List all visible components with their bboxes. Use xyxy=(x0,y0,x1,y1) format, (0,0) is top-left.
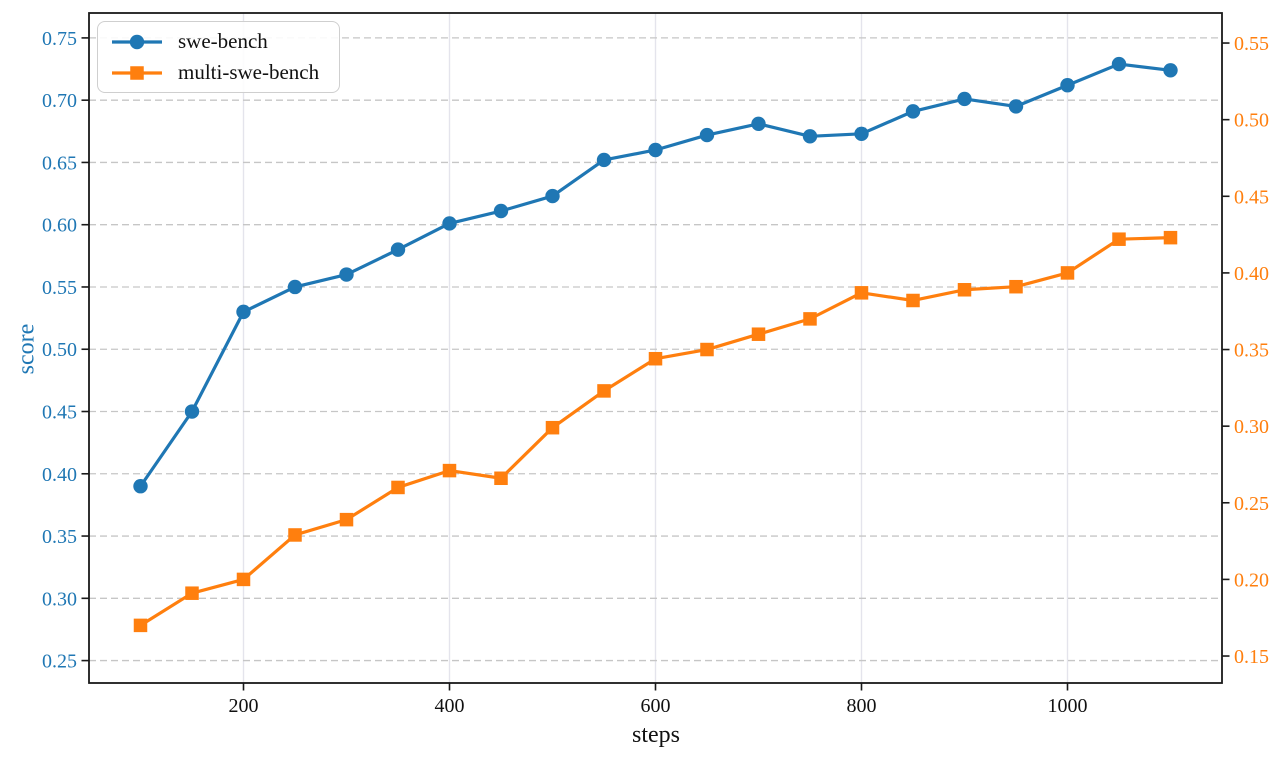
data-point-multi-swe-bench xyxy=(545,420,560,435)
data-point-swe-bench xyxy=(802,129,818,144)
data-point-multi-swe-bench xyxy=(442,463,457,478)
right-tick-label: 0.55 xyxy=(1234,33,1269,55)
data-point-swe-bench xyxy=(493,203,509,219)
left-tick-label: 0.65 xyxy=(42,152,77,174)
data-point-multi-swe-bench xyxy=(236,572,251,587)
data-point-swe-bench xyxy=(287,279,303,295)
data-point-swe-bench xyxy=(545,188,560,204)
x-tick-label: 400 xyxy=(435,695,465,717)
right-tick-label: 0.35 xyxy=(1234,340,1269,362)
data-point-swe-bench xyxy=(133,479,148,494)
x-axis-label: steps xyxy=(632,722,680,748)
legend-label: swe-bench xyxy=(178,29,268,53)
left-tick-label: 0.45 xyxy=(42,402,77,424)
data-point-swe-bench xyxy=(854,126,869,141)
data-point-multi-swe-bench xyxy=(906,293,920,308)
data-point-multi-swe-bench xyxy=(1163,230,1178,245)
data-point-multi-swe-bench xyxy=(751,327,766,341)
left-tick-label: 0.75 xyxy=(42,28,77,50)
right-tick-label: 0.45 xyxy=(1234,186,1269,208)
data-point-multi-swe-bench xyxy=(1009,279,1023,294)
data-point-swe-bench xyxy=(699,127,715,143)
left-tick-label: 0.40 xyxy=(42,464,77,486)
data-point-swe-bench xyxy=(236,304,251,320)
right-tick-label: 0.25 xyxy=(1234,493,1269,515)
legend-square xyxy=(130,65,144,80)
data-point-multi-swe-bench xyxy=(185,586,199,600)
left-tick-label: 0.30 xyxy=(42,588,77,610)
x-tick-label: 200 xyxy=(229,695,259,717)
data-point-swe-bench xyxy=(184,404,200,419)
data-point-swe-bench xyxy=(596,152,612,168)
data-point-swe-bench xyxy=(1163,63,1178,78)
data-point-multi-swe-bench xyxy=(339,512,354,527)
legend-circle xyxy=(129,34,145,49)
legend-item-swe-bench: swe-bench xyxy=(110,27,319,56)
circle-marker-icon xyxy=(112,34,162,49)
legend: swe-bench multi-swe-bench xyxy=(97,21,341,93)
data-point-multi-swe-bench xyxy=(803,312,817,326)
left-tick-label: 0.60 xyxy=(42,215,77,237)
data-point-multi-swe-bench xyxy=(1112,232,1126,246)
data-point-multi-swe-bench xyxy=(133,618,148,633)
data-point-multi-swe-bench xyxy=(854,286,869,300)
data-point-swe-bench xyxy=(390,242,406,257)
data-point-multi-swe-bench xyxy=(494,471,508,486)
right-tick-label: 0.30 xyxy=(1234,416,1269,438)
data-point-multi-swe-bench xyxy=(957,283,972,297)
left-tick-label: 0.70 xyxy=(42,90,77,112)
data-point-multi-swe-bench xyxy=(700,342,714,357)
data-point-swe-bench xyxy=(1111,56,1127,72)
square-marker-icon xyxy=(112,65,162,80)
right-tick-label: 0.20 xyxy=(1234,569,1269,591)
data-point-multi-swe-bench xyxy=(648,351,663,366)
x-tick-label: 1000 xyxy=(1048,695,1088,717)
data-point-swe-bench xyxy=(1008,99,1024,114)
data-point-swe-bench xyxy=(751,116,766,132)
x-tick-label: 600 xyxy=(641,695,671,717)
data-point-swe-bench xyxy=(957,91,972,107)
left-tick-label: 0.50 xyxy=(42,339,77,361)
right-tick-label: 0.40 xyxy=(1234,263,1269,285)
data-point-multi-swe-bench xyxy=(288,528,302,542)
data-point-swe-bench xyxy=(905,104,921,119)
data-point-multi-swe-bench xyxy=(597,384,611,398)
data-point-swe-bench xyxy=(648,142,663,158)
data-point-multi-swe-bench xyxy=(1060,266,1075,280)
x-tick-label: 800 xyxy=(847,695,877,717)
left-tick-label: 0.25 xyxy=(42,651,77,673)
legend-item-multi-swe-bench: multi-swe-bench xyxy=(110,58,319,87)
right-tick-label: 0.15 xyxy=(1234,646,1269,668)
data-point-swe-bench xyxy=(442,216,457,231)
left-tick-label: 0.35 xyxy=(42,526,77,548)
data-point-swe-bench xyxy=(1060,78,1075,93)
right-tick-label: 0.50 xyxy=(1234,110,1269,132)
legend-label: multi-swe-bench xyxy=(178,60,320,84)
data-point-swe-bench xyxy=(339,267,354,282)
data-point-multi-swe-bench xyxy=(391,480,405,495)
left-tick-label: 0.55 xyxy=(42,277,77,299)
y-axis-label: score xyxy=(13,323,40,375)
